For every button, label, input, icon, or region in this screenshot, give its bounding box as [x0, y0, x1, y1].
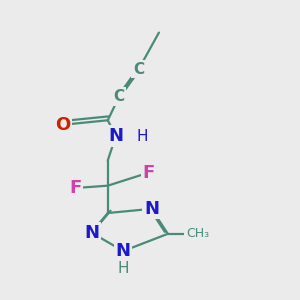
Text: O: O	[56, 116, 71, 134]
Text: F: F	[69, 179, 81, 197]
Text: N: N	[108, 127, 123, 145]
Text: N: N	[84, 224, 99, 242]
Text: H: H	[137, 128, 148, 143]
Text: N: N	[144, 200, 159, 218]
Text: N: N	[116, 242, 131, 260]
Text: C: C	[113, 89, 125, 104]
Text: F: F	[143, 164, 155, 181]
Text: CH₃: CH₃	[186, 227, 209, 240]
Text: C: C	[133, 62, 144, 77]
Text: H: H	[118, 261, 129, 276]
